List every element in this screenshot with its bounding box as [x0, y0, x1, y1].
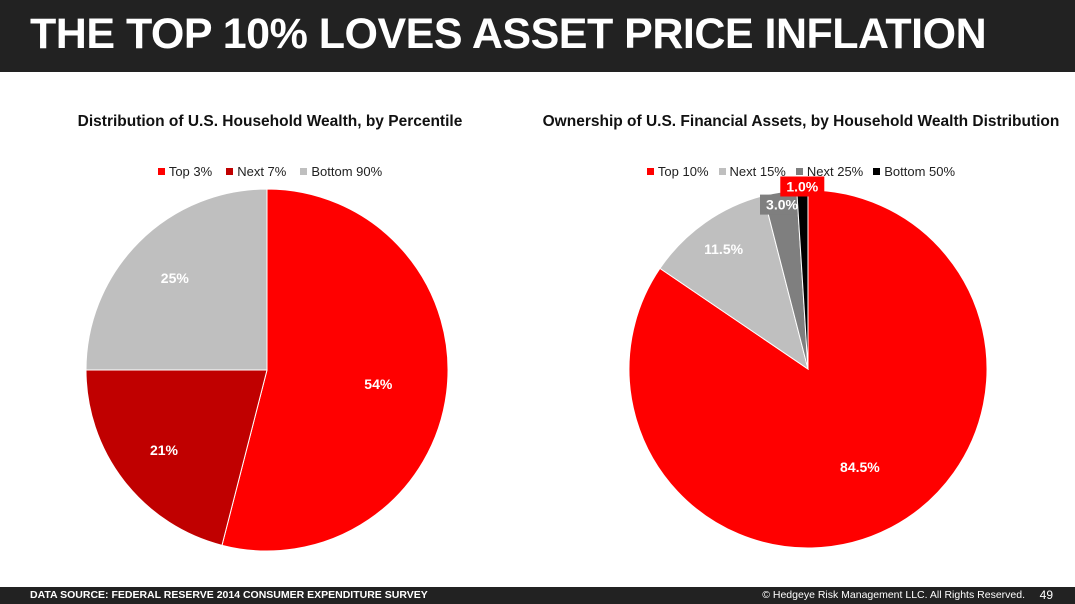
legend-swatch [226, 168, 234, 175]
footer-bar: DATA SOURCE: FEDERAL RESERVE 2014 CONSUM… [0, 587, 1075, 604]
legend-label: Bottom 90% [311, 164, 383, 179]
chart-title: Ownership of U.S. Financial Assets, by H… [542, 113, 1060, 130]
chart-financial-assets: Ownership of U.S. Financial Assets, by H… [537, 110, 1074, 580]
legend-item: Next 7% [226, 164, 286, 179]
legend-label: Next 7% [237, 164, 287, 179]
legend-item: Bottom 50% [873, 164, 955, 179]
legend-label: Next 25% [806, 164, 864, 179]
page-number: 49 [1039, 588, 1053, 602]
pie-slice-next-15 [659, 195, 809, 371]
legend-label: Bottom 50% [884, 164, 956, 179]
legend-label: Next 15% [729, 164, 786, 179]
title-bar: THE TOP 10% LOVES ASSET PRICE INFLATION [0, 0, 1075, 72]
legend-item: Top 10% [646, 164, 709, 179]
data-label-background [780, 176, 825, 197]
chart-legend: Top 10% Next 15% Next 25% Bottom 50% [537, 164, 1065, 179]
legend-swatch [718, 168, 726, 175]
data-label: 21% [150, 442, 179, 458]
legend-item: Top 3% [157, 164, 213, 179]
legend-swatch [795, 168, 803, 175]
legend-label: Top 10% [657, 164, 709, 179]
pie-chart: 54% 21% 25% [85, 188, 449, 552]
pie-slice-top-3 [221, 188, 449, 552]
chart-title: Distribution of U.S. Household Wealth, b… [77, 113, 463, 130]
legend-item: Next 15% [718, 164, 786, 179]
legend-swatch [157, 168, 165, 175]
legend-swatch [300, 168, 308, 175]
chart-household-wealth: Distribution of U.S. Household Wealth, b… [0, 110, 537, 580]
data-label-background [760, 194, 804, 215]
data-label: 84.5% [840, 459, 880, 475]
pie-slice-next-7 [85, 369, 268, 546]
legend-label: Top 3% [168, 164, 213, 179]
legend-swatch [873, 168, 881, 175]
data-label: 11.5% [704, 241, 743, 257]
data-label: 3.0% [766, 197, 798, 213]
pie-slice-bottom-90 [85, 188, 268, 371]
data-label: 54% [364, 376, 393, 392]
pie-chart: 84.5% 11.5% 3.0% 1.0% [628, 176, 988, 549]
chart-legend: Top 3% Next 7% Bottom 90% [0, 164, 540, 179]
legend-swatch [646, 168, 654, 175]
data-label: 1.0% [786, 179, 818, 195]
legend-item: Bottom 90% [300, 164, 382, 179]
copyright: © Hedgeye Risk Management LLC. All Right… [762, 589, 1025, 601]
page-title: THE TOP 10% LOVES ASSET PRICE INFLATION [30, 10, 987, 58]
data-source: DATA SOURCE: FEDERAL RESERVE 2014 CONSUM… [30, 589, 428, 601]
data-label: 25% [161, 270, 190, 286]
legend-item: Next 25% [795, 164, 864, 179]
